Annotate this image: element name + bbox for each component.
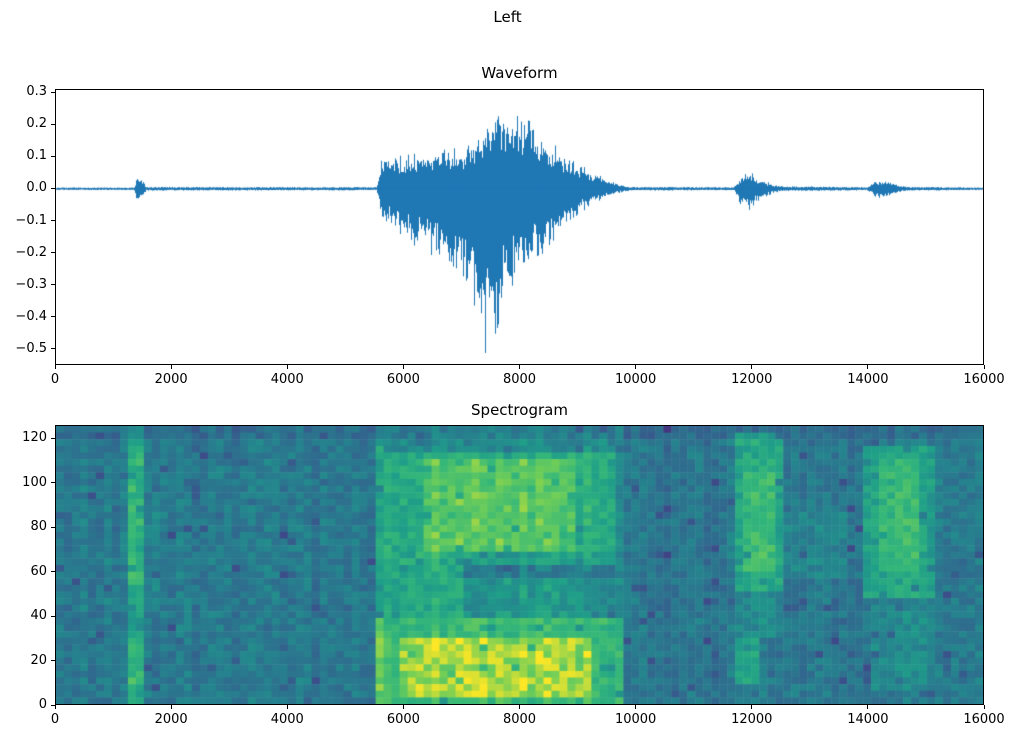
y-tick-mark [51, 187, 55, 189]
y-tick-mark [51, 123, 55, 125]
x-tick-label: 10000 [614, 712, 657, 727]
waveform-axes [55, 89, 984, 365]
spectrogram-axes [55, 425, 984, 705]
y-tick-label: −0.3 [15, 276, 47, 292]
x-tick-label: 10000 [614, 372, 657, 387]
y-tick-mark [51, 91, 55, 93]
y-tick-label: 60 [30, 563, 47, 579]
y-tick-label: 0 [38, 697, 47, 712]
spectrogram-canvas [56, 426, 983, 704]
x-tick-mark [867, 705, 869, 709]
x-tick-mark [54, 705, 56, 709]
y-tick-label: 120 [22, 430, 47, 446]
y-tick-label: −0.2 [15, 244, 47, 260]
x-tick-label: 0 [50, 372, 60, 387]
figure-title: Left [493, 8, 522, 26]
x-tick-label: 8000 [502, 372, 537, 387]
y-tick-mark [51, 220, 55, 222]
y-tick-mark [51, 526, 55, 528]
x-tick-mark [635, 365, 637, 369]
x-tick-mark [983, 705, 985, 709]
y-tick-mark [51, 615, 55, 617]
y-tick-label: 20 [30, 652, 47, 668]
x-tick-label: 4000 [270, 372, 304, 387]
y-tick-mark [51, 571, 55, 573]
x-tick-mark [286, 365, 288, 369]
x-tick-mark [751, 365, 753, 369]
x-tick-label: 6000 [386, 712, 420, 727]
y-tick-label: 0.3 [26, 84, 47, 100]
y-tick-mark [51, 348, 55, 350]
x-tick-label: 14000 [847, 712, 889, 727]
x-tick-label: 2000 [154, 372, 188, 387]
y-tick-label: 80 [30, 519, 47, 535]
y-tick-label: −0.5 [15, 340, 47, 356]
x-tick-mark [286, 705, 288, 709]
x-tick-mark [170, 365, 172, 369]
x-tick-mark [170, 705, 172, 709]
x-tick-mark [635, 705, 637, 709]
x-tick-label: 8000 [502, 712, 537, 727]
y-tick-mark [51, 704, 55, 706]
x-tick-label: 12000 [731, 372, 773, 387]
spectrogram-title: Spectrogram [471, 401, 568, 419]
y-tick-mark [51, 316, 55, 318]
x-tick-label: 12000 [731, 712, 773, 727]
x-tick-mark [519, 705, 520, 709]
x-tick-mark [519, 365, 520, 369]
y-tick-mark [51, 252, 55, 254]
y-tick-mark [51, 284, 55, 286]
waveform-title: Waveform [481, 64, 558, 82]
y-tick-mark [51, 437, 55, 439]
x-tick-label: 16000 [963, 712, 1005, 727]
x-tick-label: 6000 [386, 372, 420, 387]
x-tick-mark [402, 705, 404, 709]
y-tick-mark [51, 660, 55, 662]
y-tick-label: 100 [22, 474, 47, 490]
y-tick-label: 0.1 [26, 148, 47, 164]
x-tick-label: 0 [50, 712, 60, 727]
x-tick-label: 14000 [847, 372, 889, 387]
y-tick-label: −0.1 [15, 212, 47, 228]
x-tick-mark [983, 365, 985, 369]
x-tick-label: 2000 [154, 712, 188, 727]
x-tick-mark [54, 365, 56, 369]
x-tick-mark [751, 705, 753, 709]
x-tick-label: 4000 [270, 712, 304, 727]
y-tick-label: −0.4 [15, 308, 47, 324]
y-tick-label: 0.0 [26, 180, 47, 196]
y-tick-mark [51, 482, 55, 484]
y-tick-label: 40 [30, 608, 47, 624]
x-tick-mark [867, 365, 869, 369]
x-tick-mark [402, 365, 404, 369]
waveform-canvas [56, 90, 983, 364]
y-tick-label: 0.2 [26, 116, 47, 132]
x-tick-label: 16000 [963, 372, 1005, 387]
y-tick-mark [51, 155, 55, 157]
